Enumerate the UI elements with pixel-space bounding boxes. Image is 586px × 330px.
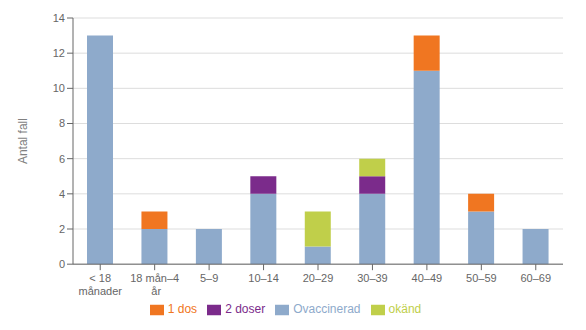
svg-text:10: 10: [53, 82, 65, 94]
html-text:okänd: okänd: [388, 302, 422, 317]
svg-text:5–9: 5–9: [200, 272, 218, 284]
svg-text:40–49: 40–49: [412, 272, 443, 284]
svg-text:14: 14: [53, 12, 65, 24]
svg-text:Antal fall: Antal fall: [16, 118, 30, 164]
svg-text:6: 6: [59, 153, 65, 165]
svg-text:< 18månader: < 18månader: [79, 272, 123, 297]
svg-text:20–29: 20–29: [303, 272, 334, 284]
svg-text:60–69: 60–69: [520, 272, 551, 284]
svg-text:10–14: 10–14: [248, 272, 279, 284]
svg-text:50–59: 50–59: [466, 272, 497, 284]
svg-text:18 mån–4 år: 18 mån–4 år: [130, 272, 179, 297]
svg-text:8: 8: [59, 117, 65, 129]
html-text:Ovaccinerad: Ovaccinerad: [293, 302, 361, 317]
svg-text:4: 4: [59, 188, 65, 200]
svg-text:30–39: 30–39: [357, 272, 388, 284]
html-text:1 dos: 1 dos: [167, 302, 198, 317]
html-text:2 doser: 2 doser: [225, 302, 266, 317]
svg-text:2: 2: [59, 223, 65, 235]
svg-text:0: 0: [59, 258, 65, 270]
svg-text:12: 12: [53, 47, 65, 59]
